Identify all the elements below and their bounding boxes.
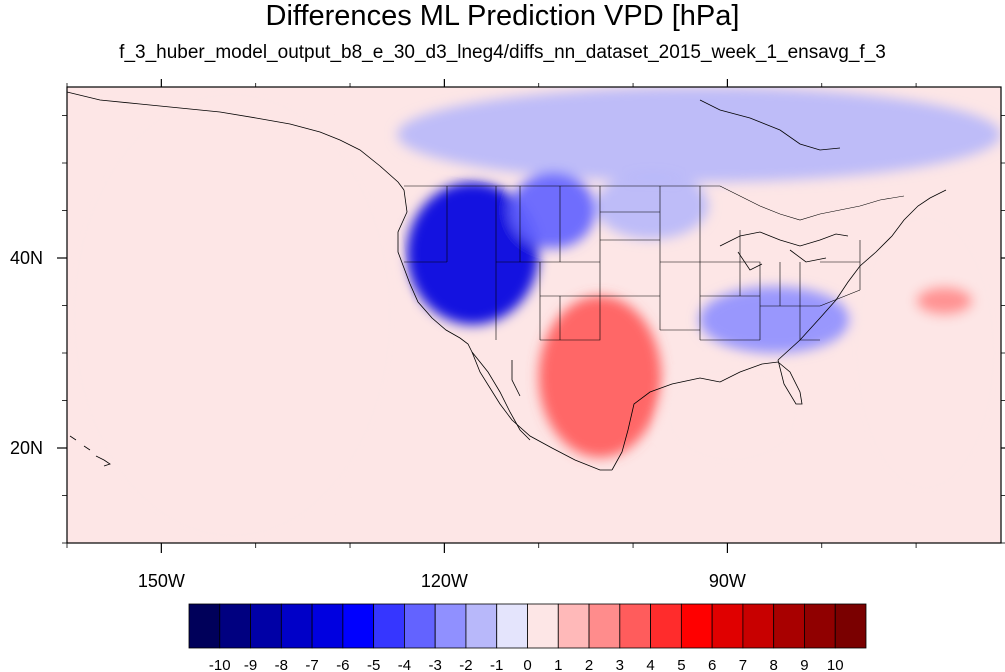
colorbar-label-6: -4 xyxy=(398,657,411,672)
y-tick-label-1: 20N xyxy=(10,438,43,458)
x-tick-label-1: 120W xyxy=(421,571,468,591)
hawaii-line xyxy=(69,435,111,467)
colorbar-label-7: -3 xyxy=(429,657,442,672)
colorbar-label-16: 6 xyxy=(708,657,716,672)
colorbar-box-6 xyxy=(373,603,405,649)
west-coast-line xyxy=(397,189,612,471)
y-tick-label-0: 40N xyxy=(10,248,43,268)
colorbar-label-11: 1 xyxy=(554,657,562,672)
region-0 xyxy=(67,87,398,543)
region-6 xyxy=(699,286,851,354)
colorbar-label-1: -9 xyxy=(244,657,257,672)
baja-california-line xyxy=(471,351,531,441)
region-7 xyxy=(661,362,803,468)
colorbar-label-13: 3 xyxy=(616,657,624,672)
colorbar-box-17 xyxy=(711,603,744,649)
colorbar-box-12 xyxy=(557,603,590,649)
colorbar-label-15: 5 xyxy=(677,657,685,672)
x-tick-label-0: 150W xyxy=(138,571,185,591)
colorbar-box-11 xyxy=(527,603,559,649)
colorbar-box-2 xyxy=(250,603,282,649)
gulf-coast-line xyxy=(611,359,803,471)
x-tick-label-2: 90W xyxy=(709,571,746,591)
great-lakes-line xyxy=(719,231,849,271)
colorbar-label-18: 8 xyxy=(770,657,778,672)
alaska-coast-line xyxy=(66,91,405,191)
plot-frame: 150W 120W 90W 40N 20N xyxy=(10,79,1005,591)
plot-border xyxy=(66,86,1002,544)
coastlines xyxy=(66,91,947,471)
colorbar-box-9 xyxy=(465,603,498,649)
colorbar-label-14: 4 xyxy=(646,657,654,672)
colorbar-label-3: -7 xyxy=(305,657,318,672)
region-1 xyxy=(397,87,1001,182)
colorbar-box-7 xyxy=(404,603,436,649)
colorbar-label-12: 2 xyxy=(585,657,593,672)
region-3 xyxy=(510,172,596,249)
chart-subtitle: f_3_huber_model_output_b8_e_30_d3_lneg4/… xyxy=(119,42,886,63)
colorbar-label-0: -10 xyxy=(209,657,231,672)
colorbar: -10 -9 -8 -7 -6 -5 -4 -3 -2 -1 0 1 2 3 4 5 6 7 8 9 10 xyxy=(188,603,867,672)
colorbar-box-18 xyxy=(742,603,775,649)
region-9 xyxy=(916,286,973,316)
colorbar-box-14 xyxy=(619,603,651,649)
colorbar-box-4 xyxy=(311,603,344,649)
colorbar-label-8: -2 xyxy=(459,657,472,672)
canada-us-border xyxy=(404,185,905,221)
region-4 xyxy=(595,172,709,240)
colorbar-label-10: 0 xyxy=(523,657,531,672)
state-borders-grid xyxy=(404,186,861,341)
colorbar-box-15 xyxy=(650,603,682,649)
chart-title: Differences ML Prediction VPD [hPa] xyxy=(265,0,740,32)
colorbar-label-17: 7 xyxy=(739,657,747,672)
colorbar-label-4: -6 xyxy=(336,657,349,672)
colorbar-label-5: -5 xyxy=(367,657,380,672)
colorbar-box-19 xyxy=(773,603,805,649)
colorbar-box-0 xyxy=(188,603,221,649)
map-field xyxy=(67,87,1001,543)
hudson-bay-line xyxy=(699,99,841,151)
colorbar-box-13 xyxy=(588,603,621,649)
colorbar-box-21 xyxy=(834,603,867,649)
colorbar-box-5 xyxy=(342,603,375,649)
east-coast-line xyxy=(777,189,947,361)
region-8 xyxy=(850,210,1001,496)
colorbar-box-8 xyxy=(434,603,467,649)
colorbar-box-1 xyxy=(219,603,251,649)
colorbar-label-2: -8 xyxy=(275,657,288,672)
us-state-borders xyxy=(404,185,905,341)
colorbar-box-16 xyxy=(680,603,713,649)
colorbar-box-20 xyxy=(804,603,836,649)
colorbar-label-9: -1 xyxy=(490,657,503,672)
region-2 xyxy=(406,182,539,325)
colorbar-label-20: 10 xyxy=(827,657,844,672)
colorbar-label-19: 9 xyxy=(800,657,808,672)
colorbar-box-3 xyxy=(280,603,313,649)
colorbar-box-10 xyxy=(496,603,528,649)
